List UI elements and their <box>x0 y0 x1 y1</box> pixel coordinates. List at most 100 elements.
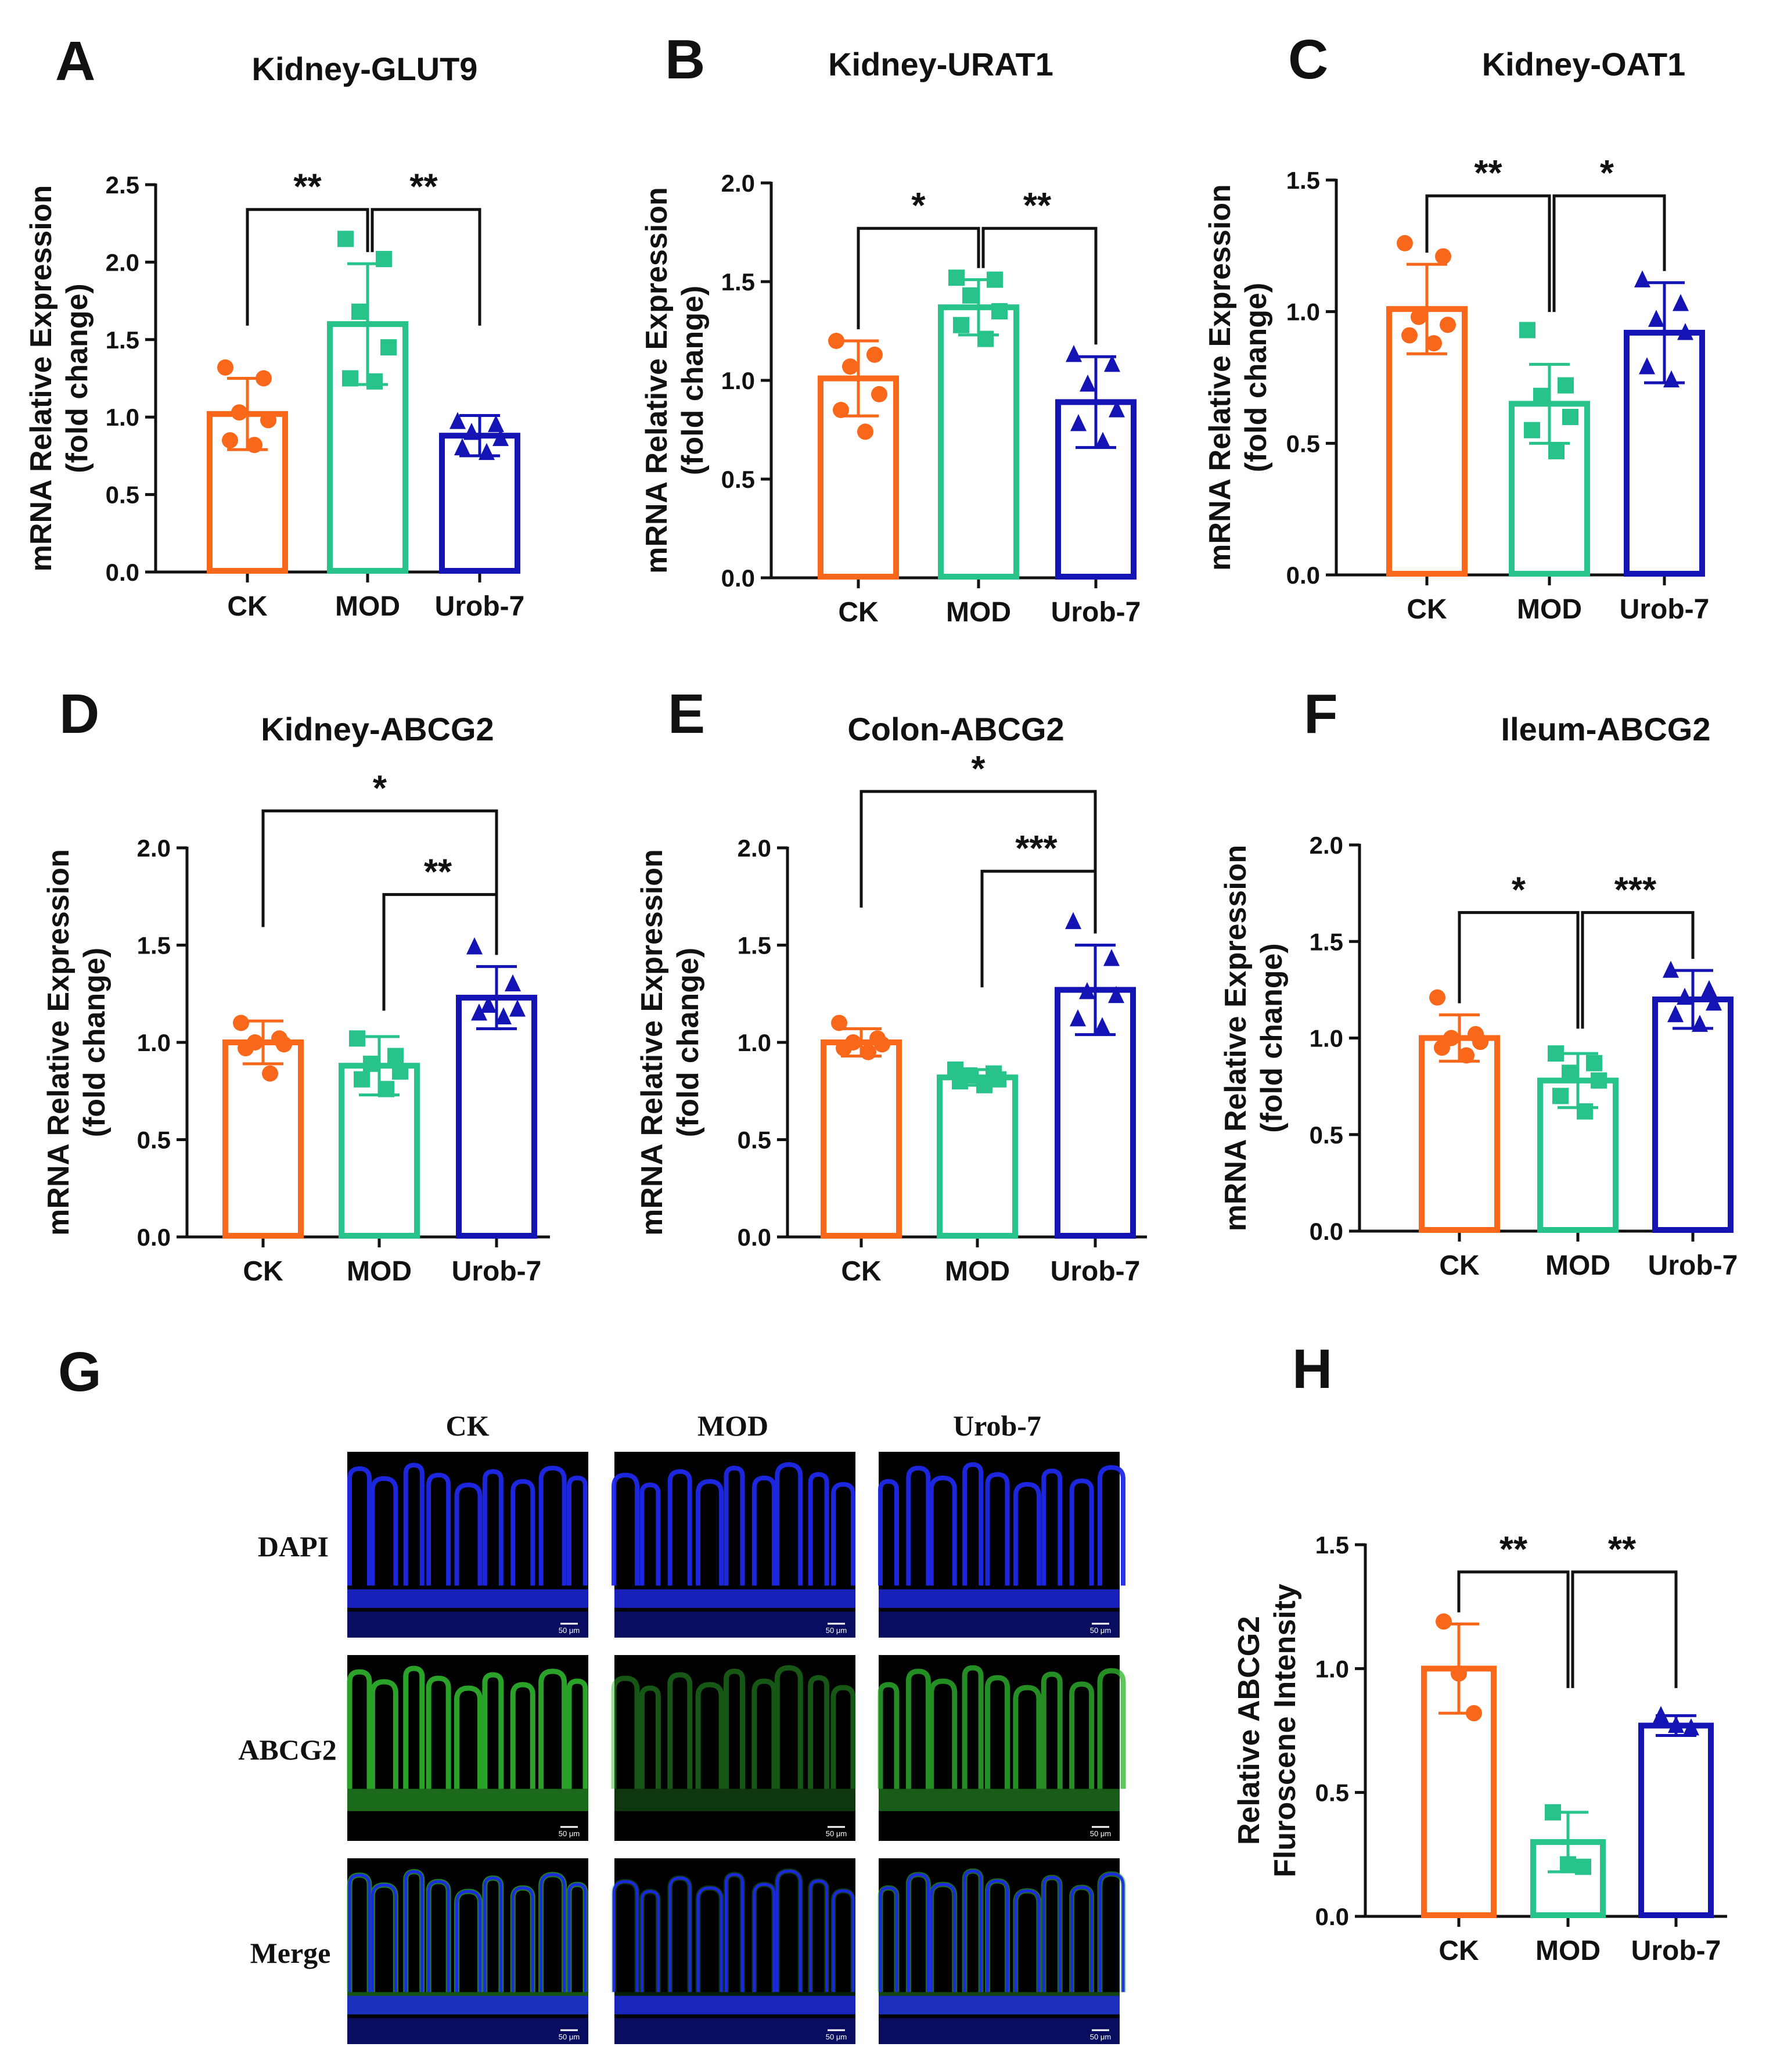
data-point <box>1577 1103 1593 1120</box>
data-point <box>962 287 979 304</box>
abcg2-signal <box>611 1665 856 1789</box>
y-tick-label: 0.5 <box>1315 1779 1349 1807</box>
data-point <box>351 303 368 320</box>
data-point <box>1586 1055 1602 1071</box>
dapi-crypt-layer <box>614 1995 855 2015</box>
scale-bar-label: 50 μm <box>559 1829 580 1838</box>
micrograph-background <box>614 1452 855 1638</box>
data-point <box>238 1040 254 1057</box>
data-point <box>217 359 233 376</box>
data-point <box>1080 375 1096 392</box>
data-point <box>231 404 247 421</box>
x-tick-label: CK <box>227 591 268 622</box>
row-label-merge: Merge <box>250 1937 331 1969</box>
bar-ck <box>1419 1035 1500 1233</box>
y-tick-label: 1.0 <box>106 404 139 431</box>
data-point <box>1653 1706 1669 1723</box>
panel-E-colon-abcg2-chart: E Colon-ABCG2 mRNA Relative Expression (fol… <box>635 683 1147 1287</box>
significance-bracket <box>261 809 498 927</box>
panel-B-kidney-urat1-chart: B Kidney-URAT1 mRNA Relative Expression (fo… <box>640 28 1141 628</box>
data-point <box>874 1036 890 1053</box>
significance-bracket <box>1458 911 1580 1029</box>
chart-title: Colon-ABCG2 <box>847 711 1064 747</box>
y-tick-label: 2.0 <box>721 170 755 197</box>
data-point <box>1103 949 1120 966</box>
data-point <box>479 443 495 461</box>
significance-bracket <box>980 869 1097 988</box>
row-label-abcg2: ABCG2 <box>238 1733 336 1766</box>
y-tick-label: 2.0 <box>106 249 139 276</box>
data-point <box>1466 1705 1482 1722</box>
dapi-crypt-layer <box>614 1589 855 1608</box>
data-point <box>1634 270 1650 287</box>
micrograph-merge-urob-7: 50 μm <box>877 1858 1126 2044</box>
data-point <box>505 974 521 992</box>
data-point <box>363 1055 379 1072</box>
data-point <box>866 346 883 363</box>
y-tick-label: 0.0 <box>137 1224 171 1251</box>
data-point <box>1548 1045 1564 1062</box>
y-tick-label: 0.0 <box>1286 562 1320 589</box>
significance-bracket <box>1571 1570 1678 1688</box>
panel-A-kidney-glut9-chart: A Kidney-GLUT9 mRNA Relative Expression (fo… <box>24 30 524 622</box>
x-tick-label: MOD <box>946 597 1011 628</box>
panel-letter: H <box>1292 1338 1332 1400</box>
micrograph-abcg2-ck: 50 μm <box>347 1655 588 1841</box>
data-point <box>1109 400 1125 418</box>
abcg2-signal <box>347 1665 588 1789</box>
x-tick-label: Urob-7 <box>1620 594 1710 625</box>
data-point <box>463 423 480 440</box>
data-point <box>836 1040 852 1057</box>
panel-letter-G: G <box>58 1341 102 1403</box>
y-axis-label: mRNA Relative Expression <box>24 185 58 572</box>
data-point <box>1519 322 1535 339</box>
data-point <box>860 1044 876 1060</box>
data-point <box>1639 357 1655 375</box>
chart-title: Kidney-GLUT9 <box>252 51 478 87</box>
micrograph-abcg2-mod: 50 μm <box>611 1655 856 1841</box>
data-point <box>1440 316 1456 333</box>
bar-urob-7 <box>1638 1722 1714 1918</box>
panel-H-fluorescence-intensity-chart: H Relative ABCG2 Fluroscene Intensity 0.0 0.… <box>1232 1338 1727 1966</box>
y-axis-label-line2: (fold change) <box>1255 943 1289 1132</box>
y-axis-label: mRNA Relative Expression <box>635 849 669 1236</box>
significance-label: ** <box>1023 186 1052 226</box>
y-tick-label: 1.0 <box>1286 298 1320 326</box>
x-tick-label: Urob-7 <box>1631 1936 1721 1966</box>
scale-bar-label: 50 μm <box>826 1626 847 1635</box>
data-point <box>1436 1613 1452 1630</box>
x-tick-label: MOD <box>1517 594 1582 625</box>
data-point <box>1677 323 1693 340</box>
significance-bracket <box>382 893 498 1011</box>
y-tick-label: 0.5 <box>1310 1121 1343 1149</box>
data-point <box>977 330 994 347</box>
micrograph-background <box>614 1655 855 1841</box>
data-point <box>857 423 873 440</box>
chart-title: Ileum-ABCG2 <box>1501 711 1711 747</box>
data-point <box>1095 431 1111 449</box>
data-point <box>1663 370 1679 388</box>
column-label-ck: CK <box>446 1409 490 1442</box>
y-axis-label-line2: (fold change) <box>1239 283 1273 472</box>
x-tick-label: CK <box>1407 594 1447 625</box>
scale-bar-label: 50 μm <box>1090 1626 1111 1635</box>
data-point <box>392 1063 408 1080</box>
significance-label: ** <box>1608 1530 1637 1570</box>
significance-label: * <box>373 768 387 808</box>
panel-letter: A <box>55 30 95 92</box>
dapi-crypt-layer <box>879 1589 1120 1608</box>
x-tick-label: CK <box>1439 1250 1480 1281</box>
data-point <box>952 1073 968 1089</box>
data-point <box>1397 235 1413 251</box>
significance-bracket <box>246 208 369 326</box>
data-point <box>1558 377 1574 394</box>
dapi-crypt-layer <box>347 1995 588 2015</box>
data-point <box>1575 1858 1591 1875</box>
data-point <box>471 1003 487 1021</box>
bar-ck <box>1421 1665 1497 1918</box>
data-point <box>1472 1034 1488 1051</box>
dapi-muscularis <box>614 2018 855 2044</box>
data-point <box>842 358 858 375</box>
micrograph-merge-ck: 50 μm <box>347 1858 588 2044</box>
